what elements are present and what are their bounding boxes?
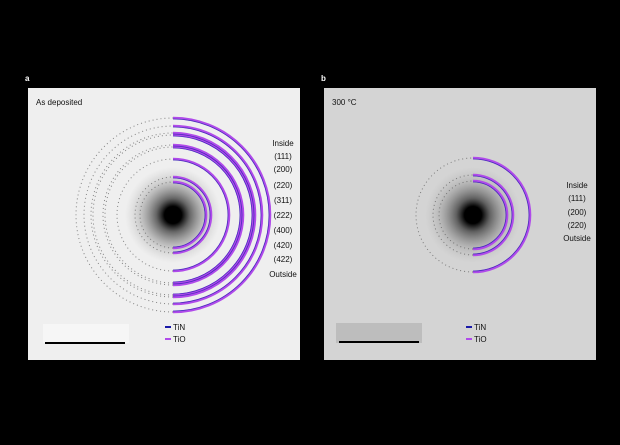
tin-ring-overlay	[172, 177, 211, 253]
panel-b: b 300 °C Inside (111) (200) (220) Outside TiN Ti…	[321, 74, 596, 360]
tin-ring-overlay	[472, 181, 507, 249]
tio-ring-overlay	[172, 131, 257, 299]
diffraction-ring	[92, 134, 174, 296]
tio-ring-overlay	[172, 180, 208, 250]
tin-ring-overlay	[172, 135, 253, 295]
tin-ring-overlay	[172, 118, 270, 312]
ring-label: Inside	[566, 181, 588, 190]
legend-label: TiO	[474, 335, 487, 344]
tio-ring-overlay	[472, 173, 515, 257]
condition-label: As deposited	[36, 98, 82, 107]
legend-label: TiN	[173, 323, 185, 332]
ring-label: (111)	[568, 194, 586, 203]
ring-label: (200)	[568, 208, 587, 217]
scale-bar-box	[336, 323, 422, 343]
panel-letter: b	[321, 74, 326, 83]
diffraction-ring	[134, 176, 174, 254]
tin-ring-overlay	[472, 175, 513, 255]
ring-label: (220)	[274, 181, 293, 190]
tio-ring-overlay	[172, 116, 272, 314]
ring-label: (311)	[274, 196, 292, 205]
ring-label: (220)	[568, 221, 587, 230]
ring-label: Outside	[269, 270, 297, 279]
tio-ring-overlay	[172, 157, 231, 273]
tio-ring-overlay	[472, 156, 532, 274]
scale-bar-box	[43, 324, 129, 343]
ring-label: (420)	[274, 241, 293, 250]
tin-ring-overlay	[172, 126, 262, 304]
diffraction-ring	[102, 144, 174, 286]
condition-label: 300 °C	[332, 98, 357, 107]
diffraction-ring	[438, 180, 474, 250]
tio-ring-overlay	[472, 179, 509, 251]
tin-ring-overlay	[172, 147, 241, 283]
ring-label: (222)	[274, 211, 293, 220]
ring-label: (400)	[274, 226, 293, 235]
ring-label: (111)	[274, 152, 292, 161]
ring-label: (200)	[274, 165, 293, 174]
diffraction-ring	[432, 174, 474, 256]
legend-label: TiO	[173, 335, 186, 344]
panel-a: a As deposited Inside (111) (200) (220) (311) (…	[25, 74, 300, 360]
tio-ring-overlay	[172, 133, 255, 297]
ring-label: (422)	[274, 255, 293, 264]
tin-ring-overlay	[172, 133, 255, 297]
tio-ring-overlay	[172, 145, 243, 285]
ring-label: Inside	[272, 139, 294, 148]
tin-ring-overlay	[172, 145, 243, 285]
legend-label: TiN	[474, 323, 486, 332]
ring-label: Outside	[563, 234, 591, 243]
tio-ring-overlay	[172, 143, 245, 287]
diffraction-ring	[75, 117, 174, 313]
tio-ring-overlay	[172, 124, 264, 306]
panel-letter: a	[25, 74, 30, 83]
diffraction-ring	[90, 132, 174, 298]
tin-ring-overlay	[472, 158, 530, 272]
tio-ring-overlay	[172, 175, 213, 255]
tin-ring-overlay	[172, 159, 229, 271]
tin-ring-overlay	[172, 182, 206, 248]
